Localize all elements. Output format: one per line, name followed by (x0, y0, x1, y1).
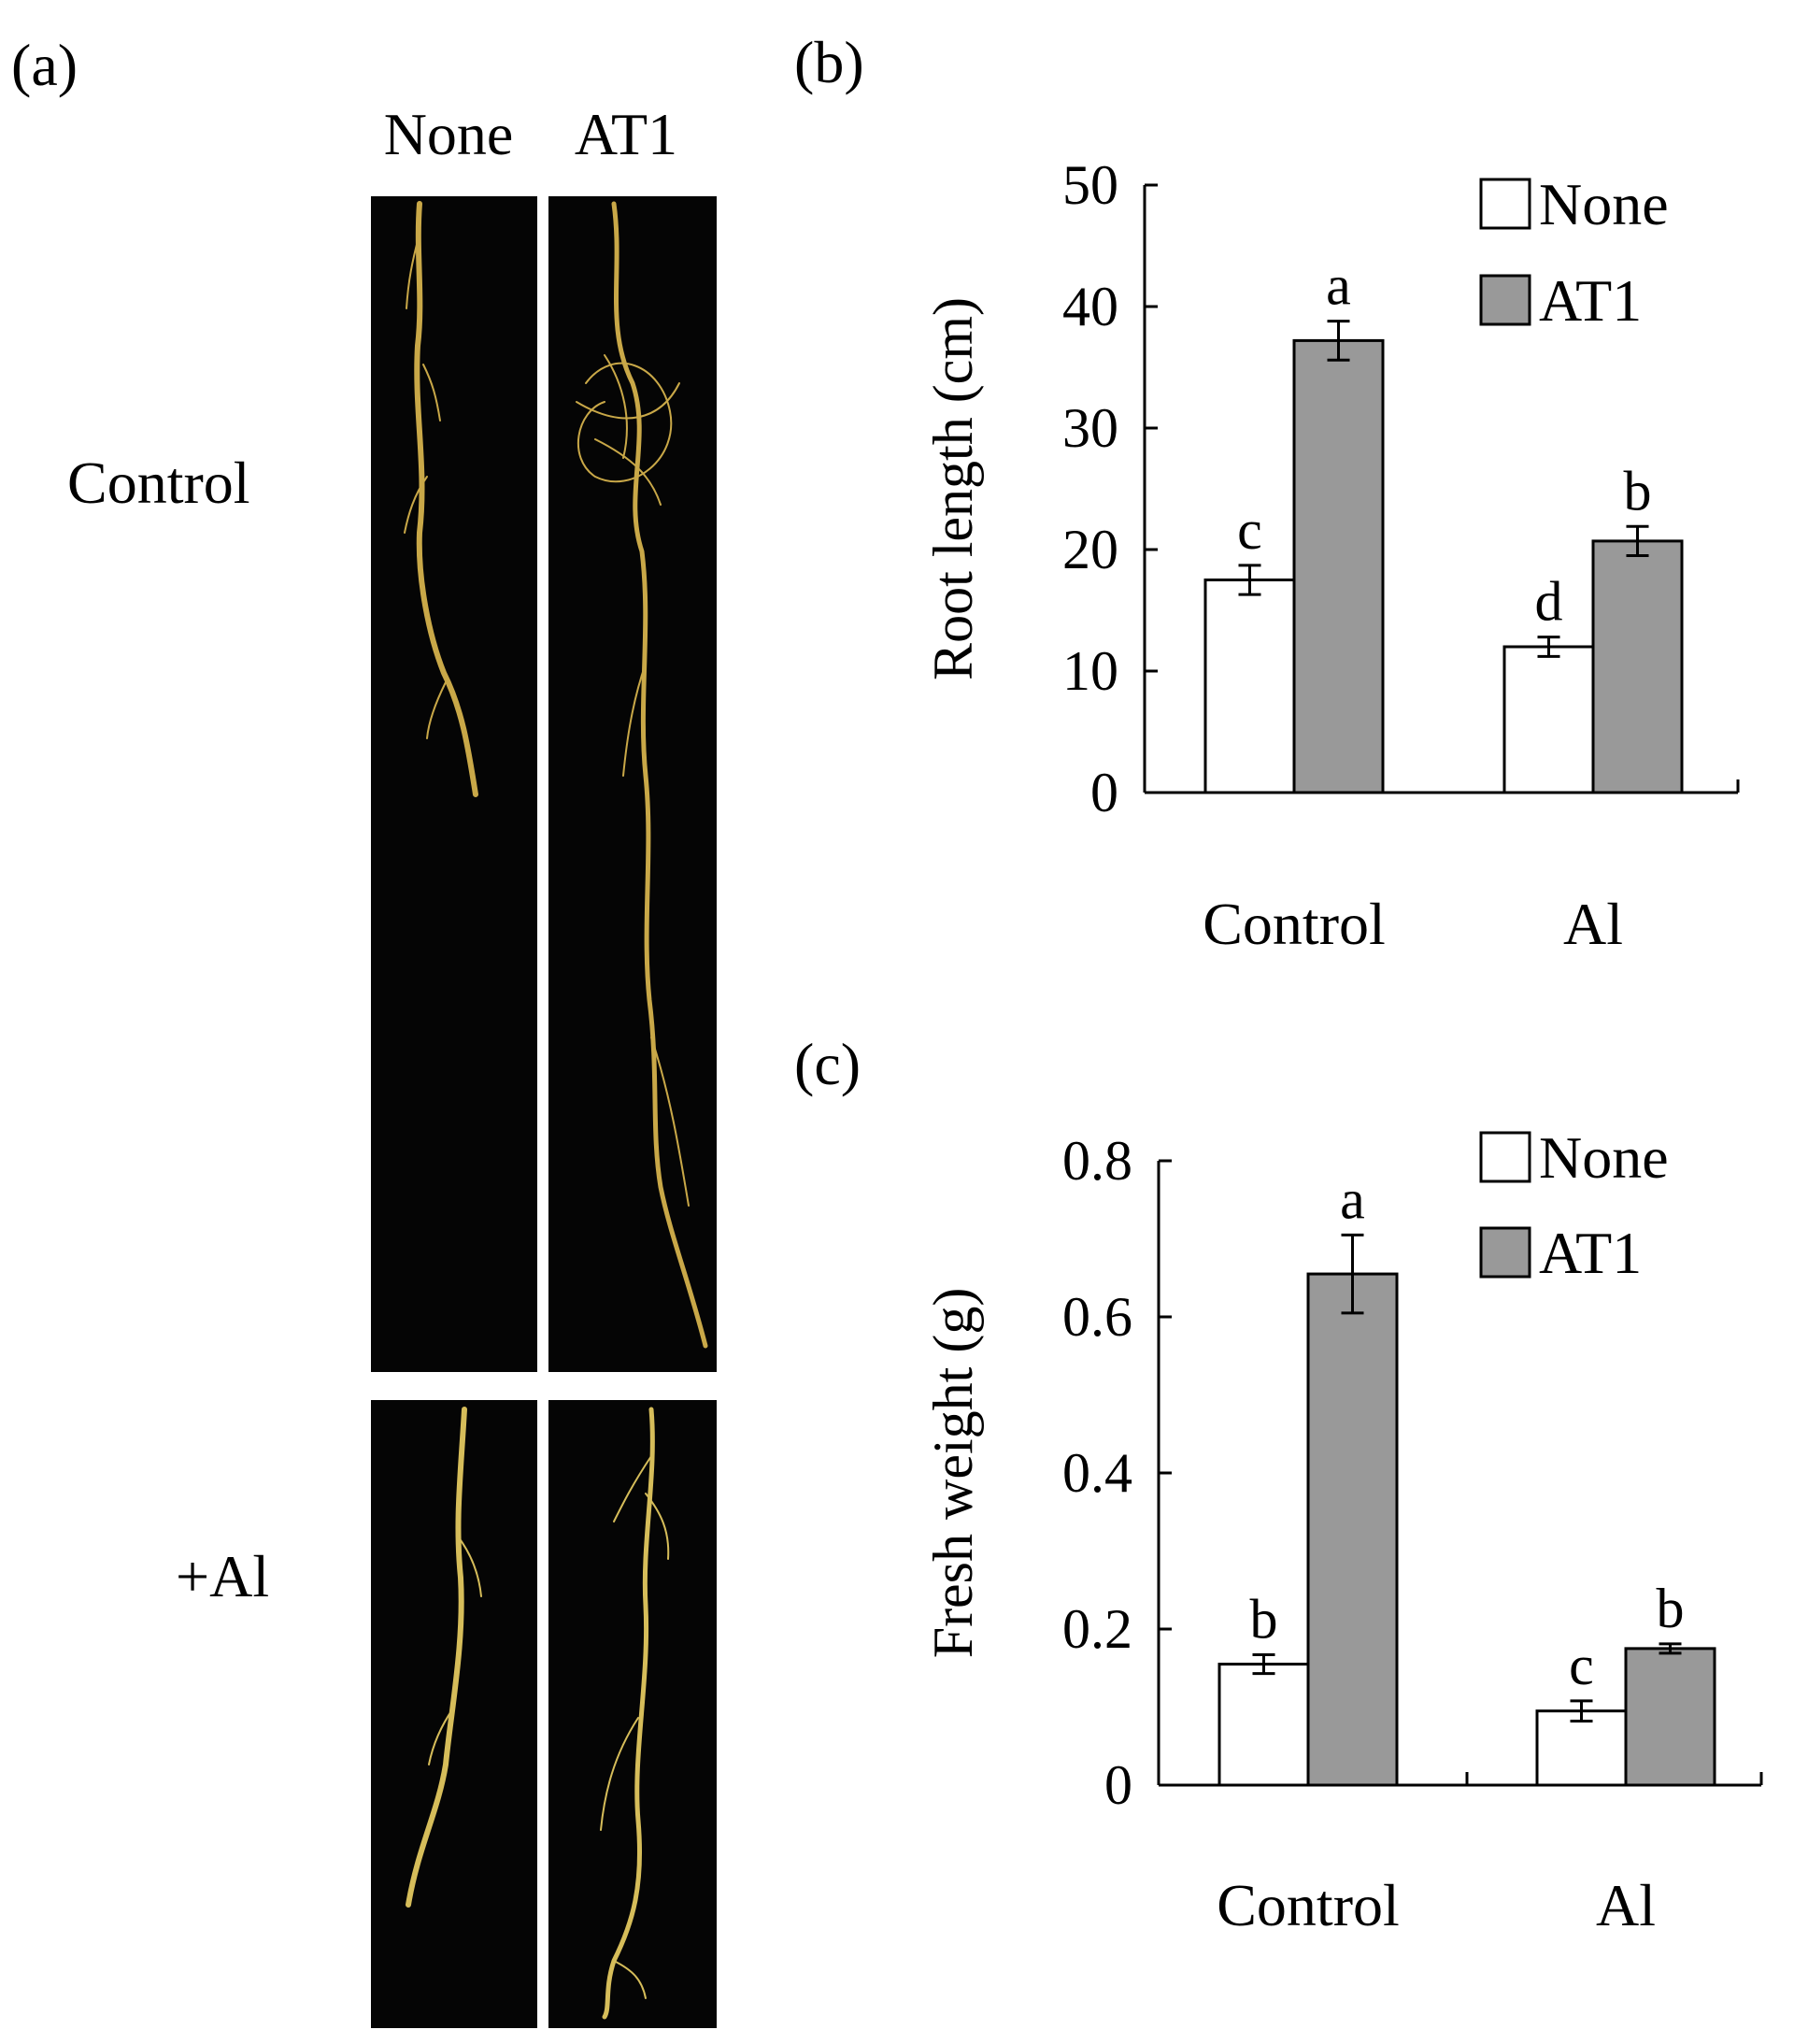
panel-a-label: (a) (11, 32, 78, 98)
y-tick-label: 40 (1062, 276, 1118, 337)
y-tick-label: 0.6 (1062, 1286, 1132, 1348)
y-tick-label: 10 (1062, 640, 1118, 702)
y-tick-label: 0 (1090, 762, 1118, 823)
root-length-chart: (b) 0 10 20 30 40 50 Root length (cm) Control c a A… (794, 29, 1740, 957)
y-axis-label: Fresh weight (g) (922, 1288, 984, 1659)
y-axis-label: Root length (cm) (922, 297, 984, 680)
bar-at1-al (1591, 539, 1684, 794)
legend-label-none: None (1539, 1124, 1669, 1191)
legend-swatch-at1 (1479, 274, 1531, 326)
bar-none-al (1502, 645, 1595, 794)
category-label: Control (1217, 1872, 1400, 1938)
significance-letter: c (1569, 1635, 1594, 1696)
legend-swatch-at1 (1479, 1226, 1531, 1279)
bar-none-control (1217, 1663, 1310, 1787)
legend-label-at1: AT1 (1539, 1220, 1642, 1286)
legend-swatch-none (1479, 1131, 1531, 1183)
row-label-control: Control (67, 450, 250, 516)
root-image-control-at1 (576, 201, 708, 1349)
legend-label-at1: AT1 (1539, 267, 1642, 334)
legend-swatch-none (1479, 178, 1531, 230)
fresh-weight-chart: (c) 0 0.2 0.4 0.6 0.8 Fresh weight (g) Control b… (794, 1031, 1763, 1938)
column-header-none: None (383, 101, 514, 167)
bar-none-control (1203, 579, 1296, 794)
row-label-al: +Al (176, 1543, 270, 1609)
bar-at1-control (1292, 338, 1385, 794)
root-photo-control-none (371, 196, 537, 1372)
significance-letter: d (1535, 571, 1563, 633)
significance-letter: a (1326, 255, 1351, 317)
legend-label-none: None (1539, 171, 1669, 237)
y-tick-label: 50 (1062, 154, 1118, 216)
significance-letter: b (1250, 1589, 1278, 1651)
significance-letter: b (1657, 1578, 1685, 1639)
significance-letter: a (1340, 1168, 1365, 1230)
root-image-al-none (406, 1407, 482, 1908)
root-photo-al-at1 (548, 1400, 717, 2028)
significance-letter: b (1624, 460, 1652, 522)
root-image-control-none (404, 201, 478, 797)
column-header-at1: AT1 (574, 101, 678, 167)
root-image-al-at1 (600, 1407, 670, 2020)
panel-label: (c) (794, 1031, 861, 1097)
category-label: Control (1203, 891, 1386, 957)
bar-at1-al (1624, 1647, 1716, 1787)
y-tick-label: 0.8 (1062, 1130, 1132, 1192)
root-photo-al-none (371, 1400, 537, 2028)
category-label: Al (1596, 1872, 1656, 1938)
y-tick-label: 0.4 (1062, 1442, 1132, 1504)
y-tick-label: 0.2 (1062, 1598, 1132, 1660)
significance-letter: c (1237, 499, 1262, 561)
bar-at1-control (1306, 1272, 1399, 1787)
y-tick-label: 30 (1062, 397, 1118, 459)
panel-label: (b) (794, 29, 864, 95)
y-tick-label: 20 (1062, 519, 1118, 580)
category-label: Al (1563, 891, 1623, 957)
y-tick-label: 0 (1104, 1754, 1132, 1816)
root-photo-control-at1 (548, 196, 717, 1372)
